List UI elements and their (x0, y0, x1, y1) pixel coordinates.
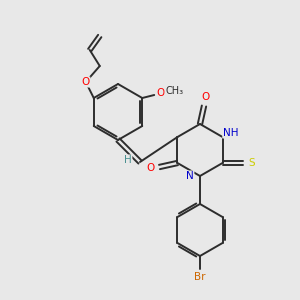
Text: N: N (186, 171, 194, 181)
Text: S: S (248, 158, 255, 168)
Text: O: O (82, 77, 90, 87)
Text: Br: Br (194, 272, 206, 282)
Text: H: H (124, 155, 132, 165)
Text: O: O (201, 92, 209, 102)
Text: CH₃: CH₃ (165, 86, 183, 96)
Text: NH: NH (223, 128, 238, 138)
Text: O: O (146, 163, 154, 173)
Text: O: O (156, 88, 164, 98)
